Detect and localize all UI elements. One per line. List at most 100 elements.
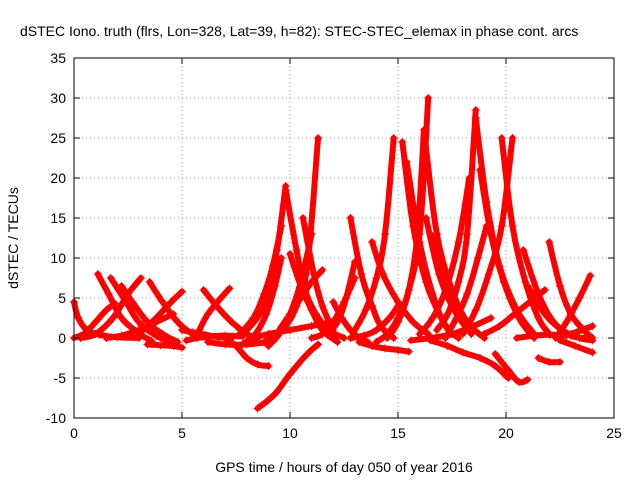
- data-point: [178, 343, 186, 352]
- data-point: [458, 330, 467, 338]
- data-point: [443, 310, 452, 318]
- y-tick-label: 25: [50, 130, 66, 146]
- data-point: [270, 390, 279, 398]
- data-point: [530, 331, 539, 340]
- series-band: [135, 288, 185, 337]
- data-point: [523, 375, 532, 384]
- data-point: [486, 314, 495, 322]
- data-point: [199, 286, 208, 294]
- data-point: [74, 314, 83, 322]
- series-band: [144, 341, 185, 351]
- data-point: [102, 334, 111, 342]
- data-point: [286, 310, 294, 318]
- data-point: [145, 278, 154, 286]
- series-arc-18: [234, 222, 286, 340]
- data-point: [178, 326, 186, 334]
- data-point: [476, 166, 485, 174]
- data-point: [314, 134, 323, 142]
- data-point: [406, 336, 415, 345]
- data-point: [158, 330, 167, 338]
- series-arc-06: [117, 282, 182, 346]
- series-arc-53: [491, 350, 532, 386]
- data-point: [234, 331, 243, 340]
- data-point: [117, 331, 126, 340]
- series-arc-09: [143, 340, 186, 352]
- data-point: [467, 330, 476, 338]
- series-arc-34: [368, 238, 433, 338]
- data-point: [463, 230, 472, 238]
- data-point: [441, 286, 450, 294]
- data-point: [404, 347, 413, 356]
- series-arc-46: [415, 174, 474, 338]
- data-point: [106, 274, 115, 282]
- chart-title: dSTEC Iono. truth (flrs, Lon=328, Lat=39…: [20, 23, 578, 39]
- data-point: [422, 214, 431, 222]
- data-point: [556, 282, 564, 290]
- data-point: [499, 278, 508, 286]
- data-point: [342, 294, 351, 302]
- data-point: [577, 326, 586, 334]
- data-point: [346, 214, 355, 222]
- data-point: [203, 310, 212, 318]
- data-point: [227, 318, 236, 326]
- series-band: [492, 351, 531, 386]
- data-point: [471, 114, 480, 122]
- data-point: [385, 314, 394, 322]
- data-point: [562, 331, 571, 340]
- data-point: [588, 334, 597, 342]
- data-point: [359, 331, 368, 340]
- data-point: [286, 250, 294, 258]
- series-arc-10: [134, 287, 186, 338]
- data-point: [307, 334, 316, 342]
- data-point: [361, 306, 370, 314]
- data-point: [575, 294, 584, 302]
- data-point: [588, 348, 597, 357]
- data-point: [510, 310, 519, 318]
- y-tick-label: -5: [54, 370, 67, 386]
- data-point: [270, 282, 279, 290]
- data-point: [298, 214, 307, 222]
- data-point: [156, 341, 165, 350]
- data-point: [195, 326, 204, 334]
- data-point: [463, 290, 472, 298]
- data-point: [426, 230, 435, 238]
- data-point: [454, 334, 463, 342]
- data-point: [277, 222, 286, 230]
- data-point: [508, 222, 517, 230]
- series-band: [552, 272, 594, 341]
- data-point: [322, 330, 331, 338]
- data-point: [491, 350, 500, 358]
- data-point: [471, 106, 480, 114]
- data-point: [491, 362, 500, 370]
- data-point: [394, 298, 402, 306]
- series-arc-45: [432, 106, 480, 334]
- data-point: [415, 330, 424, 338]
- data-point: [402, 158, 411, 166]
- data-point: [307, 322, 316, 330]
- y-tick-label: -10: [46, 410, 66, 426]
- data-point: [253, 360, 262, 369]
- data-point: [545, 330, 554, 339]
- data-point: [454, 278, 463, 286]
- data-point: [432, 326, 441, 334]
- data-point: [277, 254, 286, 262]
- y-tick-label: 20: [50, 170, 66, 186]
- data-point: [458, 348, 467, 357]
- y-tick-label: 10: [50, 250, 66, 266]
- data-point: [134, 330, 143, 338]
- data-point: [443, 342, 452, 350]
- data-point: [333, 318, 342, 326]
- x-tick-label: 15: [390, 425, 406, 441]
- series-arc-33: [350, 134, 398, 334]
- data-point: [225, 284, 234, 293]
- data-point: [378, 270, 387, 278]
- data-point: [575, 334, 584, 342]
- data-point: [337, 314, 346, 322]
- data-point: [102, 306, 111, 314]
- data-point: [540, 286, 549, 294]
- data-point: [586, 271, 595, 280]
- data-point: [203, 338, 212, 346]
- grid-layer: [74, 58, 614, 418]
- data-point: [545, 238, 554, 246]
